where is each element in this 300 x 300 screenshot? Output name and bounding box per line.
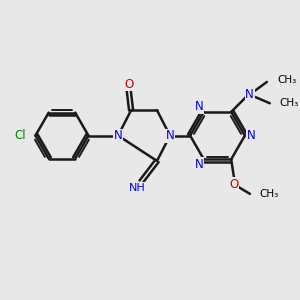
Text: N: N [245,88,254,101]
Text: N: N [166,129,174,142]
Text: N: N [114,129,122,142]
Text: Cl: Cl [15,129,26,142]
Text: CH₃: CH₃ [259,189,278,200]
Text: CH₃: CH₃ [277,76,296,85]
Text: O: O [124,78,134,91]
Text: NH: NH [129,183,146,193]
Text: N: N [195,100,204,113]
Text: CH₃: CH₃ [280,98,299,108]
Text: O: O [230,178,239,191]
Text: N: N [247,129,256,142]
Text: N: N [195,158,204,171]
